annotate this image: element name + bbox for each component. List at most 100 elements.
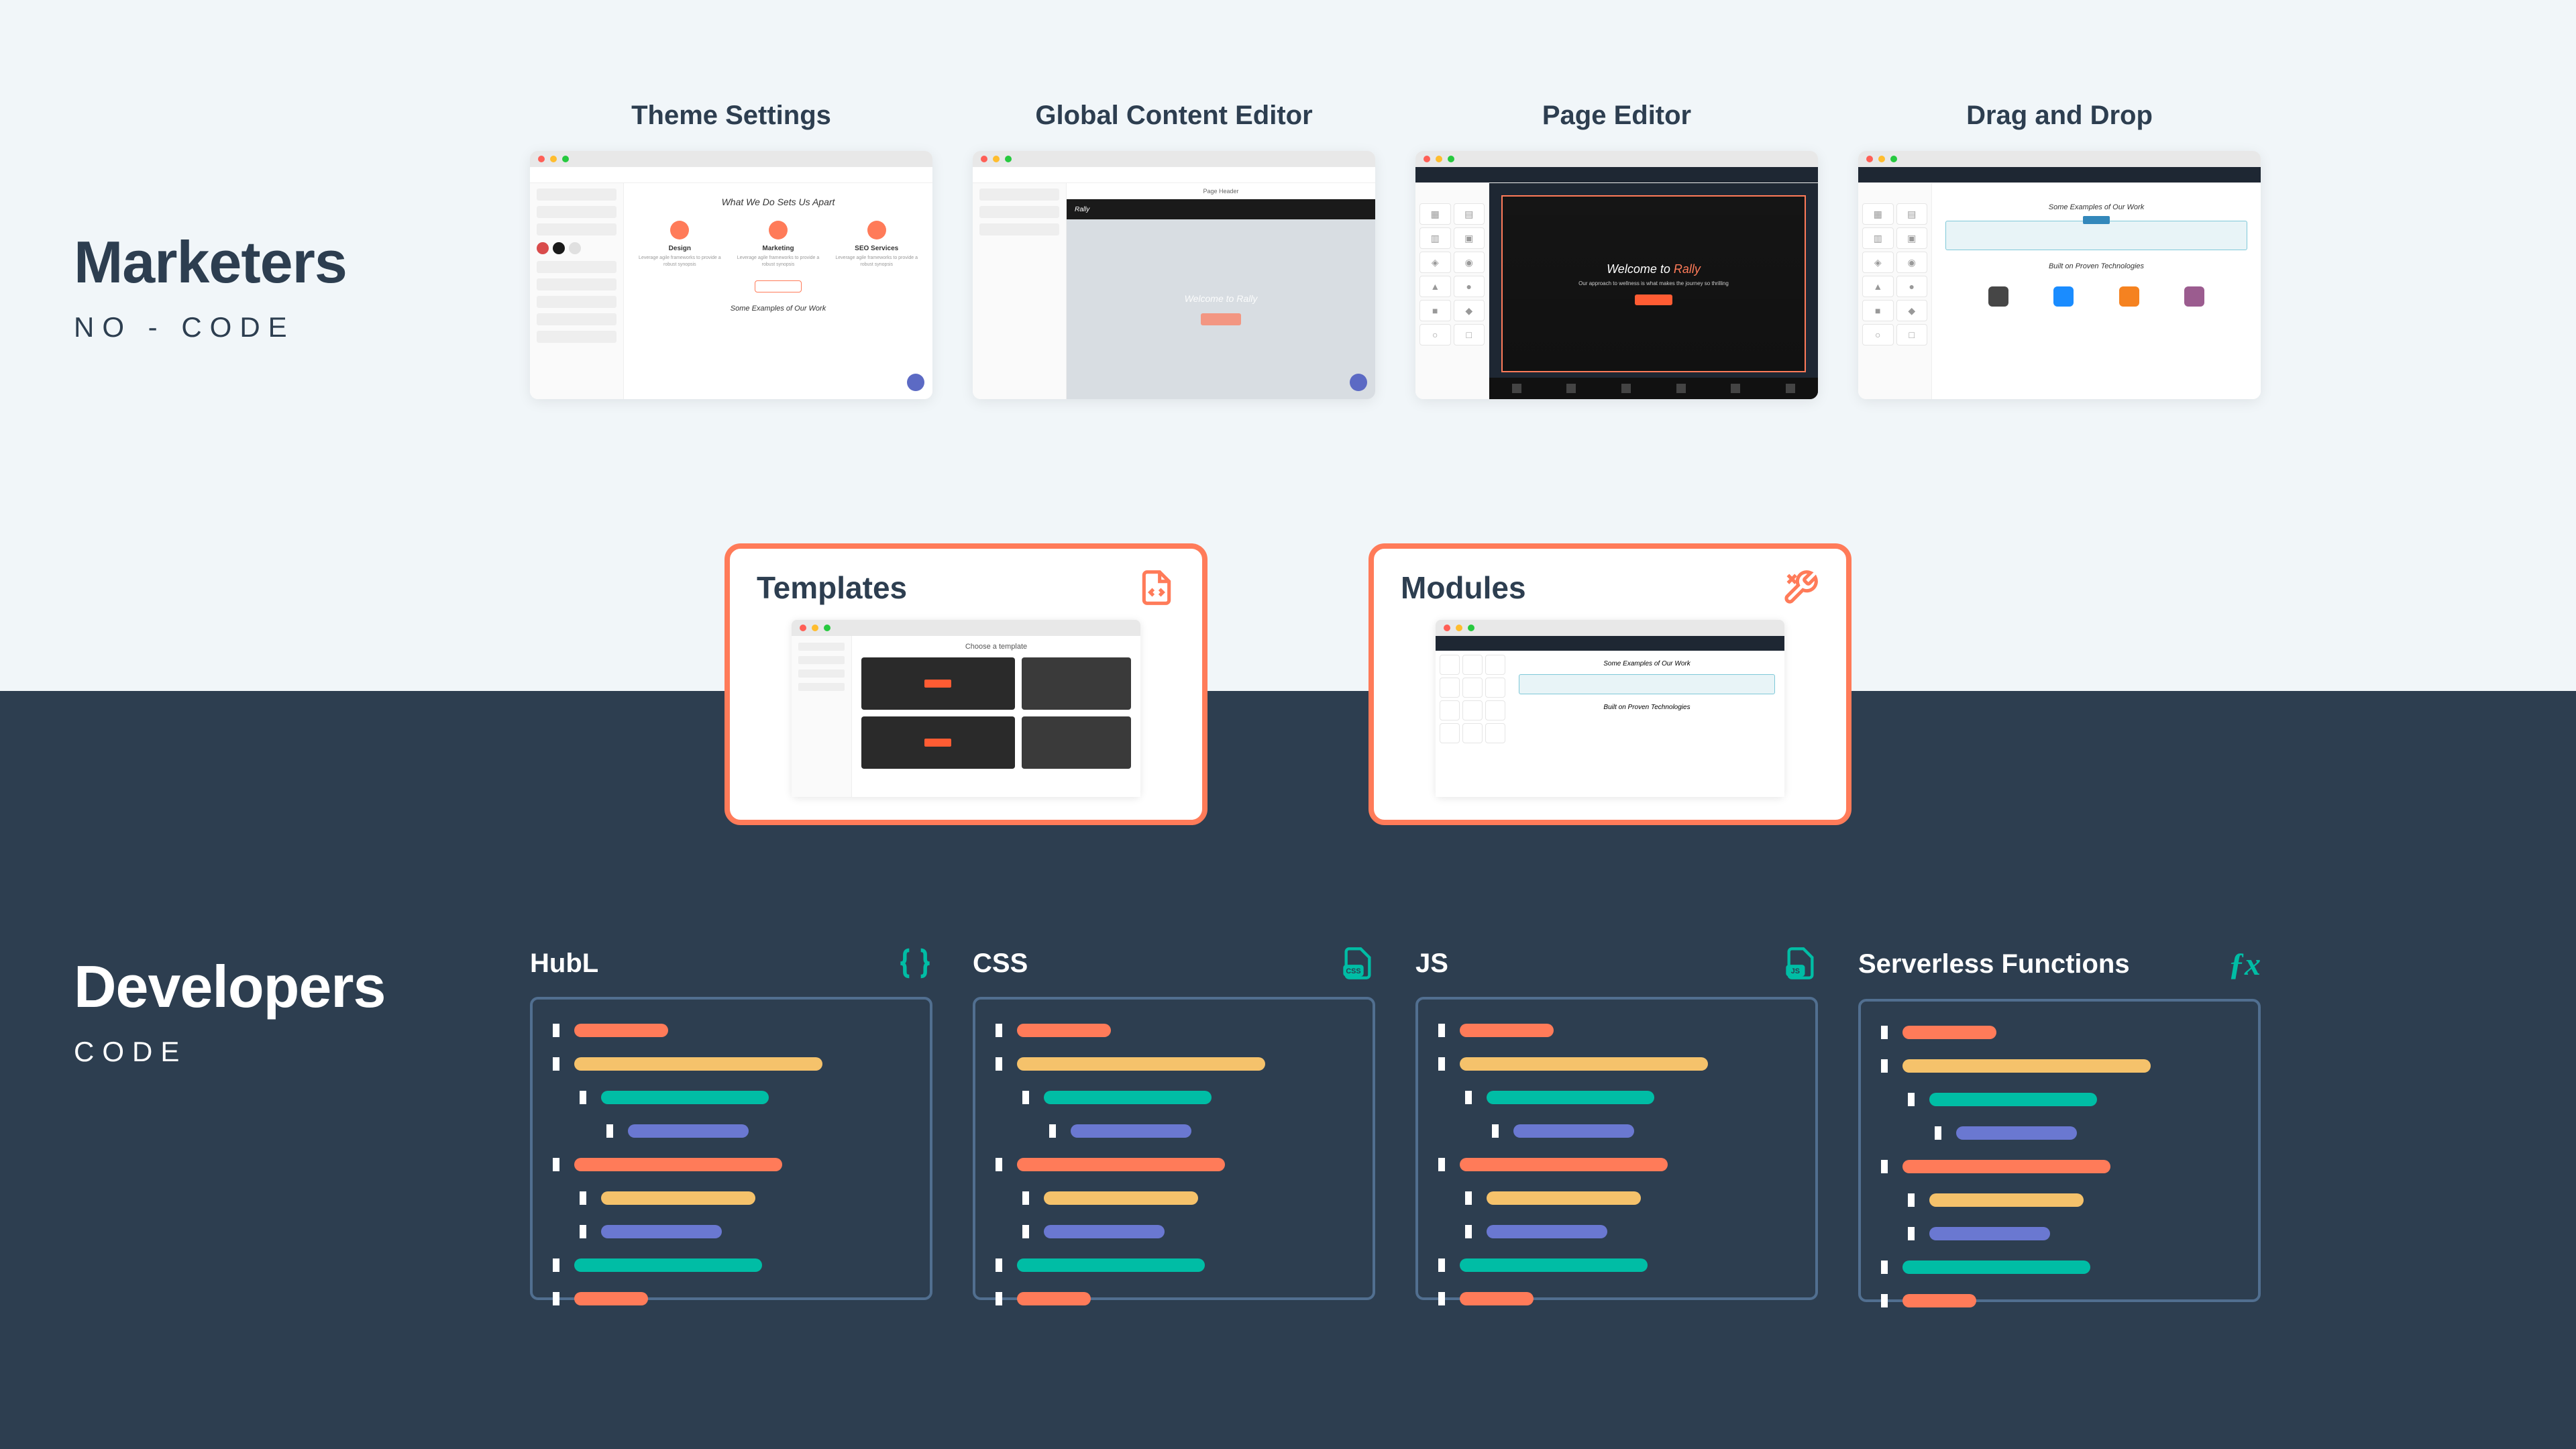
hubl-card: HubL xyxy=(530,946,932,1302)
code-bar xyxy=(1487,1191,1641,1205)
bullet-icon xyxy=(1908,1093,1915,1106)
mock-content: Welcome to Rally Our approach to wellnes… xyxy=(1489,183,1818,399)
code-bar xyxy=(1017,1258,1205,1272)
code-line xyxy=(996,1258,1352,1272)
code-bar xyxy=(1460,1258,1648,1272)
fx-icon: ƒx xyxy=(2229,946,2261,983)
color-swatch xyxy=(553,242,565,254)
code-bar xyxy=(1044,1191,1198,1205)
code-bar xyxy=(574,1292,648,1305)
code-bar xyxy=(574,1158,782,1171)
dev-title: HubL xyxy=(530,949,598,979)
bridge-title: Modules xyxy=(1401,570,1526,606)
code-bar xyxy=(574,1258,762,1272)
code-line xyxy=(553,1225,910,1238)
card-title: Global Content Editor xyxy=(973,101,1375,131)
bullet-icon xyxy=(553,1258,559,1272)
dev-title: CSS xyxy=(973,949,1028,979)
code-bar xyxy=(1460,1057,1708,1071)
braces-icon xyxy=(898,946,932,981)
bullet-icon xyxy=(553,1057,559,1071)
bullet-icon xyxy=(1049,1124,1056,1138)
js-file-icon: JS xyxy=(1783,946,1818,981)
code-line xyxy=(553,1091,910,1104)
code-line xyxy=(996,1191,1352,1205)
marketers-subtitle: NO - CODE xyxy=(74,311,347,343)
code-box xyxy=(1858,999,2261,1302)
code-line xyxy=(1438,1024,1795,1037)
mock-icon-grid: ▦▤▥▣ ◈◉▲● ■◆○□ xyxy=(1415,183,1489,399)
bullet-icon xyxy=(1438,1057,1445,1071)
mock-button xyxy=(755,280,802,292)
browser-body: ▦▤▥▣ ◈◉▲● ■◆○□ Some Examples of Our Work… xyxy=(1858,167,2261,399)
code-bar xyxy=(1017,1292,1091,1305)
code-line xyxy=(996,1225,1352,1238)
code-line xyxy=(1438,1292,1795,1305)
templates-card: Templates Choose a template xyxy=(724,543,1208,825)
code-line xyxy=(553,1292,910,1305)
bridge-mock: Some Examples of Our Work Built on Prove… xyxy=(1436,620,1784,797)
mock-icon-grid: ▦▤▥▣ ◈◉▲● ■◆○□ xyxy=(1858,183,1932,399)
bullet-icon xyxy=(1465,1091,1472,1104)
code-line xyxy=(1438,1258,1795,1272)
dev-title: Serverless Functions xyxy=(1858,949,2130,979)
bullet-icon xyxy=(553,1024,559,1037)
marketer-cards-row: Theme Settings Wha xyxy=(530,101,2261,399)
bullet-icon xyxy=(1881,1026,1888,1039)
browser-chrome xyxy=(530,151,932,167)
code-bar xyxy=(1487,1091,1654,1104)
code-line xyxy=(1438,1124,1795,1138)
browser-mock: ▦▤▥▣ ◈◉▲● ■◆○□ Some Examples of Our Work… xyxy=(1858,151,2261,399)
dev-title: JS xyxy=(1415,949,1448,979)
bridge-mock: Choose a template xyxy=(792,620,1140,797)
color-swatch xyxy=(569,242,581,254)
bullet-icon xyxy=(996,1158,1002,1171)
mock-topbar xyxy=(530,167,932,183)
browser-mock: What We Do Sets Us Apart DesignLeverage … xyxy=(530,151,932,399)
marketers-heading: Marketers NO - CODE xyxy=(74,228,347,343)
modules-card: Modules Some Examples of Our Work xyxy=(1368,543,1851,825)
card-title: Theme Settings xyxy=(530,101,932,131)
code-box xyxy=(530,997,932,1300)
mock-heading: What We Do Sets Us Apart xyxy=(637,197,919,207)
bullet-icon xyxy=(1908,1193,1915,1207)
browser-body: ▦▤▥▣ ◈◉▲● ■◆○□ Welcome to Rally Our appr… xyxy=(1415,167,1818,399)
code-bar xyxy=(601,1191,755,1205)
page-editor-card: Page Editor ▦▤▥▣ ◈◉▲● ■◆○□ Welcome to Ra… xyxy=(1415,101,1818,399)
code-line xyxy=(996,1091,1352,1104)
mock-content: What We Do Sets Us Apart DesignLeverage … xyxy=(624,183,932,399)
code-line xyxy=(996,1124,1352,1138)
mock-content: Some Examples of Our Work Built on Prove… xyxy=(1932,183,2261,399)
bullet-icon xyxy=(1022,1225,1029,1238)
code-bar xyxy=(1071,1124,1191,1138)
code-line xyxy=(1881,1059,2238,1073)
code-line xyxy=(553,1124,910,1138)
mock-hero: Welcome to Rally Our approach to wellnes… xyxy=(1501,195,1806,372)
code-bar xyxy=(1017,1024,1111,1037)
developers-heading: Developers CODE xyxy=(74,953,385,1068)
bridge-title: Templates xyxy=(757,570,907,606)
code-line xyxy=(1881,1260,2238,1274)
mock-hero: Welcome to Rally xyxy=(1067,219,1375,399)
code-line xyxy=(996,1292,1352,1305)
code-line xyxy=(1881,1126,2238,1140)
window-close-dot xyxy=(538,156,545,162)
code-line xyxy=(1438,1091,1795,1104)
code-line xyxy=(553,1024,910,1037)
developers-subtitle: CODE xyxy=(74,1036,385,1068)
bullet-icon xyxy=(580,1091,586,1104)
developers-title: Developers xyxy=(74,953,385,1021)
code-bar xyxy=(1956,1126,2077,1140)
code-line xyxy=(1438,1191,1795,1205)
mock-button xyxy=(1635,294,1672,305)
code-bar xyxy=(1902,1294,1976,1307)
bullet-icon xyxy=(1438,1158,1445,1171)
mock-subheading: Some Examples of Our Work xyxy=(637,305,919,313)
code-box xyxy=(973,997,1375,1300)
mock-footer xyxy=(1489,378,1818,399)
code-line xyxy=(996,1057,1352,1071)
bridge-cards-row: Templates Choose a template xyxy=(0,543,2576,825)
drag-drop-card: Drag and Drop ▦▤▥▣ ◈◉▲● ■◆○□ Some Exampl… xyxy=(1858,101,2261,399)
global-content-card: Global Content Editor Page Header Rally … xyxy=(973,101,1375,399)
bullet-icon xyxy=(1881,1160,1888,1173)
